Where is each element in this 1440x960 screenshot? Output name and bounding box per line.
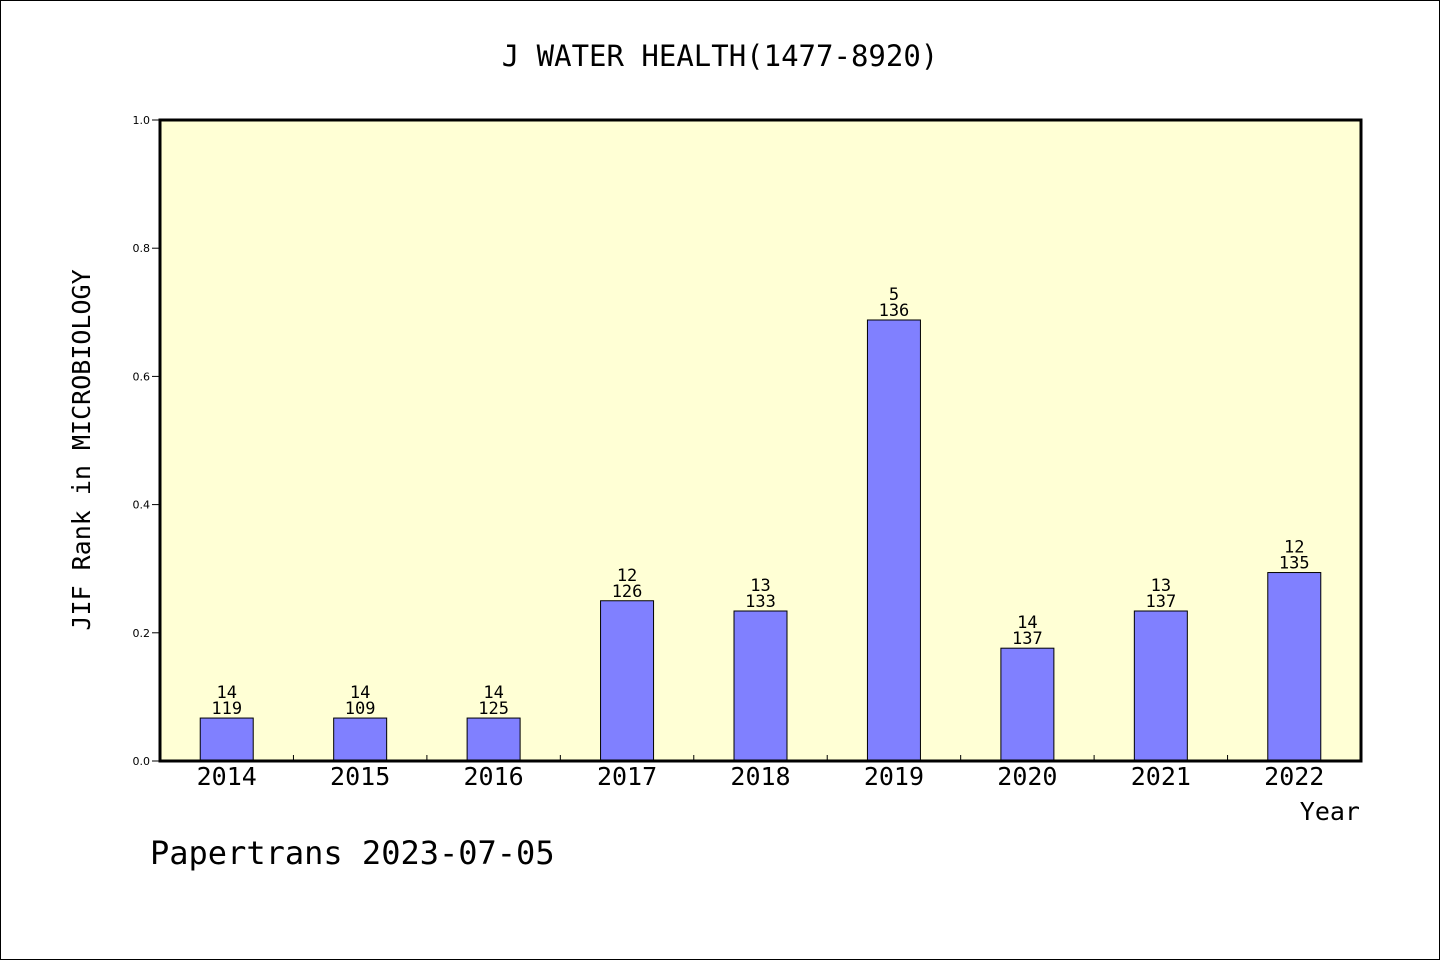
total-label-2014: 119 xyxy=(211,699,242,719)
bar-2018 xyxy=(733,610,788,762)
y-tick-label-0.4: 0.4 xyxy=(133,499,151,512)
rank-label-2016: 14 xyxy=(483,683,503,703)
rank-label-2021: 13 xyxy=(1151,576,1171,596)
bar-2016 xyxy=(466,717,521,762)
rank-label-2018: 13 xyxy=(750,576,770,596)
rank-label-2019: 5 xyxy=(889,285,899,305)
y-axis: 0.0 0.2 0.4 0.6 0.8 1.0 xyxy=(133,114,160,768)
total-label-2019: 136 xyxy=(879,301,910,321)
x-tick-label-2014: 2014 xyxy=(197,762,257,791)
rank-label-2014: 14 xyxy=(216,683,236,703)
total-label-2017: 126 xyxy=(612,582,643,602)
bar-2020 xyxy=(1000,647,1055,762)
total-label-2020: 137 xyxy=(1012,629,1043,649)
x-tick-label-2016: 2016 xyxy=(464,762,524,791)
bar-2017 xyxy=(600,600,655,762)
bar-2014 xyxy=(199,717,254,762)
rank-label-2022: 12 xyxy=(1284,538,1304,558)
y-tick-label-0.2: 0.2 xyxy=(133,627,151,640)
total-label-2015: 109 xyxy=(345,699,376,719)
x-tick-label-2015: 2015 xyxy=(330,762,390,791)
bar-2019 xyxy=(866,319,921,762)
x-tick-label-2017: 2017 xyxy=(597,762,657,791)
bar-2015 xyxy=(333,717,388,762)
x-axis: 2014 2015 2016 2017 2018 2019 2020 2021 2022 xyxy=(197,755,1324,791)
x-tick-label-2019: 2019 xyxy=(864,762,924,791)
footer-source: Papertrans 2023-07-05 xyxy=(150,834,555,872)
rank-label-2017: 12 xyxy=(617,566,637,586)
plot-frame xyxy=(158,118,1363,763)
bars-group xyxy=(199,319,1322,762)
y-tick-label-0.8: 0.8 xyxy=(133,242,151,255)
y-tick-label-0.6: 0.6 xyxy=(133,370,151,383)
x-tick-label-2020: 2020 xyxy=(997,762,1057,791)
x-tick-label-2021: 2021 xyxy=(1131,762,1191,791)
x-tick-label-2022: 2022 xyxy=(1264,762,1324,791)
bar-2021 xyxy=(1133,610,1188,762)
y-tick-label-0.0: 0.0 xyxy=(133,755,151,768)
y-axis-label: JIF Rank in MICROBIOLOGY xyxy=(67,269,96,630)
rank-label-2020: 14 xyxy=(1017,613,1037,633)
total-label-2018: 133 xyxy=(745,592,776,612)
rank-label-2015: 14 xyxy=(350,683,370,703)
total-label-2016: 125 xyxy=(478,699,509,719)
x-axis-label: Year xyxy=(1300,797,1360,826)
y-tick-label-1.0: 1.0 xyxy=(133,114,151,127)
total-label-2021: 137 xyxy=(1145,592,1176,612)
bar-2022 xyxy=(1267,572,1322,762)
chart-title: J WATER HEALTH(1477-8920) xyxy=(502,39,939,73)
x-tick-label-2018: 2018 xyxy=(730,762,790,791)
total-label-2022: 135 xyxy=(1279,554,1310,574)
